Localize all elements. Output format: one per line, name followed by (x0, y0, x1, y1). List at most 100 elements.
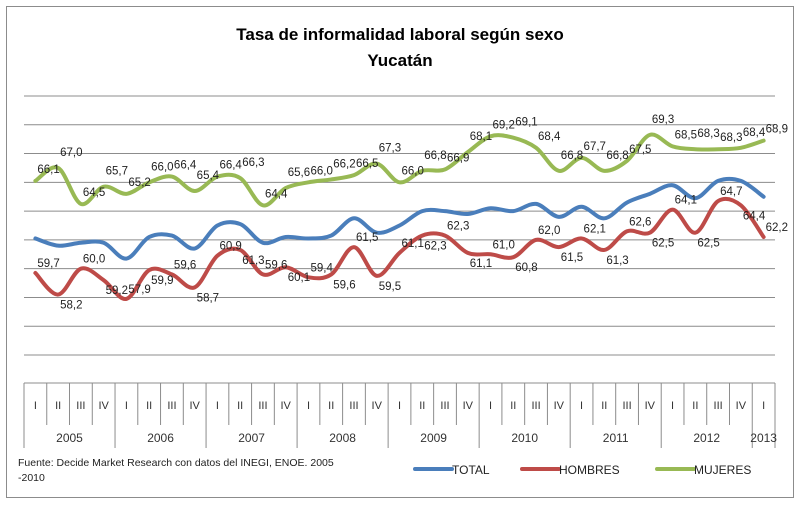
data-label: 61,5 (356, 232, 378, 244)
year-tick-label: 2006 (147, 431, 174, 445)
data-label: 61,0 (493, 239, 515, 251)
year-tick-label: 2005 (56, 431, 83, 445)
data-label: 59,6 (265, 259, 287, 271)
quarter-tick-label: IV (463, 400, 474, 412)
quarter-tick-label: IV (736, 400, 747, 412)
data-label: 66,9 (447, 152, 469, 164)
quarter-tick-label: IV (281, 400, 292, 412)
quarter-tick-label: III (622, 400, 631, 412)
data-label: 68,3 (720, 132, 742, 144)
data-label: 61,3 (242, 255, 264, 267)
quarter-tick-label: II (328, 400, 334, 412)
legend-label-total: TOTAL (452, 463, 490, 477)
legend-label-hombres: HOMBRES (559, 463, 620, 477)
series-line-total (33, 176, 766, 261)
data-label: 66,8 (561, 150, 583, 162)
data-label: 66,4 (219, 160, 242, 172)
data-label: 60,9 (219, 241, 241, 253)
quarter-tick-label: II (601, 400, 607, 412)
quarter-tick-label: II (55, 400, 61, 412)
data-label: 66,8 (606, 150, 628, 162)
data-label: 68,1 (470, 131, 492, 143)
data-label: 65,6 (288, 167, 310, 179)
series-line-mujeres (33, 132, 766, 208)
quarter-tick-label: I (580, 400, 583, 412)
source-note-line-2: -2010 (18, 472, 45, 484)
data-label: 69,1 (515, 117, 537, 129)
quarter-tick-label: IV (554, 400, 565, 412)
data-label: 60,1 (288, 272, 310, 284)
quarter-tick-label: III (167, 400, 176, 412)
data-label: 66,3 (242, 157, 264, 169)
data-label: 60,8 (515, 262, 537, 274)
data-label: 61,3 (606, 255, 628, 267)
quarter-tick-label: I (34, 400, 37, 412)
data-label: 62,5 (652, 238, 674, 250)
data-label: 66,0 (402, 165, 424, 177)
year-tick-label: 2008 (329, 431, 356, 445)
data-label: 57,9 (128, 284, 150, 296)
chart-subtitle: Yucatán (367, 51, 432, 70)
data-label: 59,4 (310, 262, 333, 274)
data-label: 65,2 (128, 177, 150, 189)
data-label: 61,1 (402, 238, 424, 250)
source-note-line-1: Fuente: Decide Market Research con datos… (18, 457, 334, 469)
quarter-tick-label: IV (645, 400, 656, 412)
data-label: 58,2 (60, 300, 82, 312)
data-label: 66,5 (356, 158, 378, 170)
quarter-tick-label: II (146, 400, 152, 412)
data-label: 68,5 (675, 129, 697, 141)
quarter-tick-label: II (692, 400, 698, 412)
data-label: 66,4 (174, 160, 197, 172)
year-tick-label: 2012 (693, 431, 720, 445)
data-label: 59,5 (379, 281, 401, 293)
quarter-tick-label: IV (372, 400, 383, 412)
data-label: 59,6 (333, 279, 355, 291)
data-label: 62,0 (538, 225, 560, 237)
data-label: 68,4 (743, 127, 766, 139)
data-label: 60,0 (83, 254, 105, 266)
year-tick-label: 2011 (603, 431, 629, 445)
series-line-hombres (33, 196, 766, 301)
year-tick-label: 2010 (511, 431, 538, 445)
chart-title: Tasa de informalidad laboral según sexo (236, 25, 564, 44)
quarter-tick-label: I (398, 400, 401, 412)
data-label: 64,5 (83, 187, 105, 199)
data-label: 68,9 (766, 124, 788, 136)
quarter-tick-label: I (489, 400, 492, 412)
data-label: 59,7 (37, 258, 59, 270)
data-label: 62,2 (766, 222, 788, 234)
year-tick-label: 2009 (420, 431, 447, 445)
quarter-tick-label: II (419, 400, 425, 412)
data-label: 68,3 (697, 128, 719, 140)
data-label: 67,3 (379, 143, 401, 155)
quarter-tick-label: III (76, 400, 85, 412)
quarter-tick-label: II (510, 400, 516, 412)
data-label: 59,9 (151, 275, 173, 287)
data-label: 65,4 (197, 170, 220, 182)
data-label: 65,7 (106, 166, 128, 178)
data-label: 59,2 (106, 285, 128, 297)
data-label: 62,1 (584, 223, 606, 235)
quarter-tick-label: IV (189, 400, 200, 412)
quarter-tick-label: III (714, 400, 723, 412)
quarter-tick-label: III (440, 400, 449, 412)
quarter-tick-label: I (216, 400, 219, 412)
data-label: 69,2 (493, 119, 515, 131)
data-label: 64,7 (720, 186, 742, 198)
data-label: 62,6 (629, 216, 651, 228)
data-label: 67,7 (584, 141, 606, 153)
year-tick-label: 2007 (238, 431, 265, 445)
data-label: 69,3 (652, 114, 674, 126)
data-label: 66,8 (424, 150, 446, 162)
data-label: 68,4 (538, 131, 561, 143)
quarter-tick-label: III (531, 400, 540, 412)
data-label: 59,6 (174, 259, 196, 271)
data-label: 67,5 (629, 144, 651, 156)
year-tick-label: 2013 (750, 431, 777, 445)
data-label: 61,5 (561, 252, 583, 264)
data-label: 62,3 (447, 221, 469, 233)
data-label: 66,1 (37, 164, 59, 176)
data-label: 62,5 (697, 238, 719, 250)
